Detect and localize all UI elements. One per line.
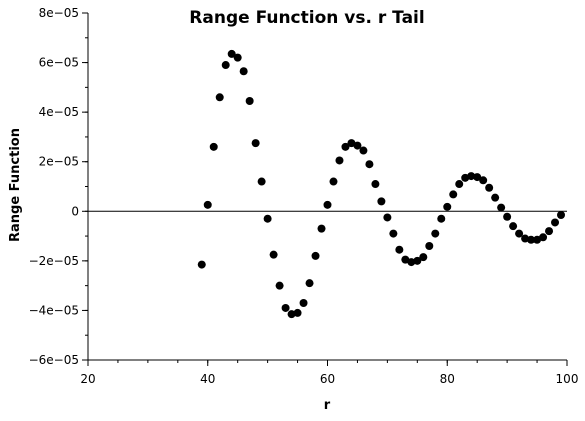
data-point [527, 235, 536, 244]
data-point [395, 245, 404, 254]
data-point [209, 142, 218, 151]
data-point [347, 139, 356, 148]
data-point [533, 235, 542, 244]
x-tick-label: 60 [320, 372, 335, 386]
data-point [287, 310, 296, 319]
data-point [437, 214, 446, 223]
data-point [233, 53, 242, 62]
data-point [365, 160, 374, 169]
y-axis-label: Range Function [8, 128, 23, 242]
x-tick-label: 100 [556, 372, 579, 386]
data-point [371, 180, 380, 189]
chart-title: Range Function vs. r Tail [189, 8, 424, 28]
x-axis-label: r [324, 398, 331, 413]
data-point [269, 250, 278, 259]
data-point [515, 229, 524, 238]
data-point [485, 183, 494, 192]
data-point [227, 49, 236, 58]
data-point [521, 234, 530, 243]
data-point [317, 224, 326, 233]
y-tick-label: 4e−05 [39, 105, 79, 119]
data-point [215, 93, 224, 102]
data-point [335, 156, 344, 165]
y-tick-label: 8e−05 [39, 6, 79, 20]
data-point [413, 256, 422, 265]
data-point [443, 202, 452, 211]
data-point [245, 96, 254, 105]
data-point [203, 200, 212, 209]
data-point [431, 229, 440, 238]
y-tick-label: 6e−05 [39, 56, 79, 70]
data-point [251, 139, 260, 148]
y-axis: −6e−05 −4e−05 −2e−05 0 2e−05 4e−05 6e−05 8e−05 [29, 6, 89, 367]
data-point [275, 281, 284, 290]
data-point [491, 193, 500, 202]
y-tick-label: −2e−05 [29, 254, 79, 268]
y-tick-label: −6e−05 [29, 353, 79, 367]
data-point [197, 260, 206, 269]
x-axis: 20 40 60 80 100 [80, 359, 579, 386]
data-point [383, 213, 392, 222]
data-point [467, 172, 476, 181]
data-point [557, 211, 566, 220]
data-point [509, 222, 518, 231]
x-tick-label: 40 [200, 372, 215, 386]
data-point [503, 212, 512, 221]
data-point [401, 255, 410, 264]
data-point [539, 233, 548, 242]
y-tick-label: 2e−05 [39, 155, 79, 169]
data-point [341, 142, 350, 151]
data-point [323, 200, 332, 209]
data-point [425, 241, 434, 250]
data-point [311, 251, 320, 260]
data-point [551, 218, 560, 227]
data-point [239, 67, 248, 76]
data-point [497, 203, 506, 212]
data-point [281, 303, 290, 312]
data-point [479, 176, 488, 185]
data-point [359, 146, 368, 155]
data-point [455, 180, 464, 189]
data-point [419, 253, 428, 262]
data-point [389, 229, 398, 238]
data-point [221, 61, 230, 70]
x-tick-label: 20 [80, 372, 95, 386]
data-point [257, 177, 266, 186]
data-point [299, 298, 308, 307]
data-point [473, 173, 482, 182]
x-tick-label: 80 [440, 372, 455, 386]
data-point [353, 141, 362, 150]
data-points [197, 49, 566, 319]
data-point [449, 190, 458, 199]
y-tick-label: −4e−05 [29, 303, 79, 317]
y-tick-label: 0 [71, 204, 79, 218]
data-point [377, 197, 386, 206]
data-point [263, 214, 272, 223]
data-point [293, 308, 302, 317]
data-point [329, 177, 338, 186]
data-point [305, 279, 314, 288]
data-point [407, 258, 416, 267]
data-point [545, 227, 554, 236]
